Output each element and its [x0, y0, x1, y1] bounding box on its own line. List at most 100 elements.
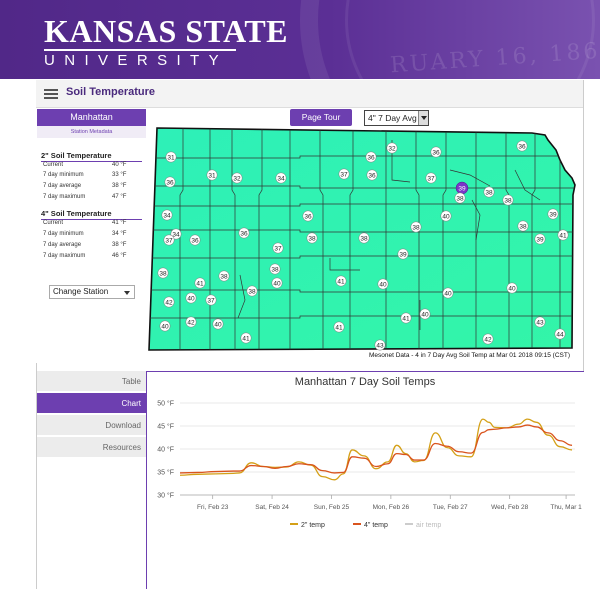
station-marker[interactable]: 38: [358, 232, 370, 244]
station-dot[interactable]: [189, 234, 201, 246]
station-dot[interactable]: [425, 172, 437, 184]
station-marker[interactable]: 43: [374, 339, 386, 351]
station-marker[interactable]: 40: [271, 277, 283, 289]
station-marker[interactable]: 37: [272, 242, 284, 254]
station-dot[interactable]: [430, 146, 442, 158]
station-marker[interactable]: 40: [506, 282, 518, 294]
station-dot[interactable]: [365, 151, 377, 163]
station-marker[interactable]: 42: [482, 333, 494, 345]
station-dot[interactable]: [161, 209, 173, 221]
station-dot[interactable]: [358, 232, 370, 244]
station-marker[interactable]: 38: [218, 270, 230, 282]
station-dot[interactable]: [506, 282, 518, 294]
station-dot[interactable]: [386, 142, 398, 154]
station-dot[interactable]: [454, 192, 466, 204]
station-marker[interactable]: 36: [430, 146, 442, 158]
station-marker[interactable]: 41: [333, 321, 345, 333]
station-dot[interactable]: [163, 296, 175, 308]
station-marker[interactable]: 31: [165, 151, 177, 163]
tab-table[interactable]: Table: [37, 371, 146, 392]
station-dot[interactable]: [377, 278, 389, 290]
station-dot[interactable]: [483, 186, 495, 198]
station-dot[interactable]: [442, 287, 454, 299]
station-marker[interactable]: 39: [455, 181, 469, 195]
station-dot[interactable]: [547, 208, 559, 220]
station-dot[interactable]: [440, 210, 452, 222]
station-marker[interactable]: 38: [483, 186, 495, 198]
station-dot[interactable]: [502, 194, 514, 206]
page-tour-button[interactable]: Page Tour: [290, 109, 352, 126]
station-marker[interactable]: 36: [366, 169, 378, 181]
station-marker[interactable]: 41: [194, 277, 206, 289]
station-dot[interactable]: [302, 210, 314, 222]
station-marker[interactable]: 37: [163, 234, 175, 246]
dropdown-arrow-icon[interactable]: [418, 111, 428, 125]
station-marker[interactable]: 36: [516, 140, 528, 152]
station-dot[interactable]: [185, 292, 197, 304]
station-dot[interactable]: [157, 267, 169, 279]
station-marker[interactable]: 34: [170, 228, 182, 240]
station-marker[interactable]: 38: [410, 221, 422, 233]
station-marker[interactable]: 38: [157, 267, 169, 279]
station-dot[interactable]: [419, 308, 431, 320]
station-metadata-link[interactable]: Station Metadata: [37, 126, 146, 138]
station-marker[interactable]: 43: [534, 316, 546, 328]
station-dot[interactable]: [306, 232, 318, 244]
station-marker[interactable]: 44: [554, 328, 566, 340]
station-marker[interactable]: 40: [440, 210, 452, 222]
station-dot[interactable]: [271, 277, 283, 289]
station-marker[interactable]: 40: [212, 318, 224, 330]
station-marker[interactable]: 40: [419, 308, 431, 320]
change-station-select[interactable]: Change Station: [49, 285, 135, 299]
station-marker[interactable]: 36: [365, 151, 377, 163]
station-marker[interactable]: 36: [302, 210, 314, 222]
map-variable-select[interactable]: 4" 7 Day Avg: [364, 110, 429, 126]
station-dot[interactable]: [205, 294, 217, 306]
station-marker[interactable]: 34: [161, 209, 173, 221]
station-dot[interactable]: [397, 248, 409, 260]
station-dot[interactable]: [218, 270, 230, 282]
station-marker[interactable]: 36: [164, 176, 176, 188]
station-dot[interactable]: [275, 172, 287, 184]
station-dot[interactable]: [517, 220, 529, 232]
station-dot[interactable]: [557, 229, 569, 241]
station-dot[interactable]: [482, 333, 494, 345]
tab-download[interactable]: Download: [37, 415, 146, 436]
tab-resources[interactable]: Resources: [37, 437, 146, 458]
station-dot[interactable]: [338, 168, 350, 180]
station-dot[interactable]: [516, 140, 528, 152]
station-marker[interactable]: 38: [246, 285, 258, 297]
station-dot[interactable]: [269, 263, 281, 275]
station-dot[interactable]: [272, 242, 284, 254]
station-marker[interactable]: 41: [557, 229, 569, 241]
station-marker[interactable]: 31: [206, 169, 218, 181]
station-dot[interactable]: [164, 176, 176, 188]
station-dot[interactable]: [159, 320, 171, 332]
station-marker[interactable]: 41: [240, 332, 252, 344]
station-dot[interactable]: [333, 321, 345, 333]
station-dot[interactable]: [163, 234, 175, 246]
station-marker[interactable]: 40: [159, 320, 171, 332]
station-dot[interactable]: [170, 228, 182, 240]
station-marker[interactable]: 37: [425, 172, 437, 184]
station-marker[interactable]: 42: [163, 296, 175, 308]
station-dot[interactable]: [554, 328, 566, 340]
station-marker[interactable]: 38: [306, 232, 318, 244]
station-marker[interactable]: 32: [231, 172, 243, 184]
station-marker[interactable]: 42: [185, 316, 197, 328]
station-marker[interactable]: 40: [185, 292, 197, 304]
station-marker[interactable]: 36: [189, 234, 201, 246]
station-marker[interactable]: 38: [517, 220, 529, 232]
station-marker[interactable]: 37: [205, 294, 217, 306]
station-dot[interactable]: [374, 339, 386, 351]
station-dot[interactable]: [410, 221, 422, 233]
station-marker[interactable]: 41: [400, 312, 412, 324]
station-marker[interactable]: 39: [397, 248, 409, 260]
station-dot[interactable]: [246, 285, 258, 297]
station-marker[interactable]: 37: [338, 168, 350, 180]
station-marker[interactable]: 40: [377, 278, 389, 290]
station-marker[interactable]: 39: [547, 208, 559, 220]
station-dot[interactable]: [238, 227, 250, 239]
station-dot[interactable]: [534, 316, 546, 328]
station-dot[interactable]: [400, 312, 412, 324]
